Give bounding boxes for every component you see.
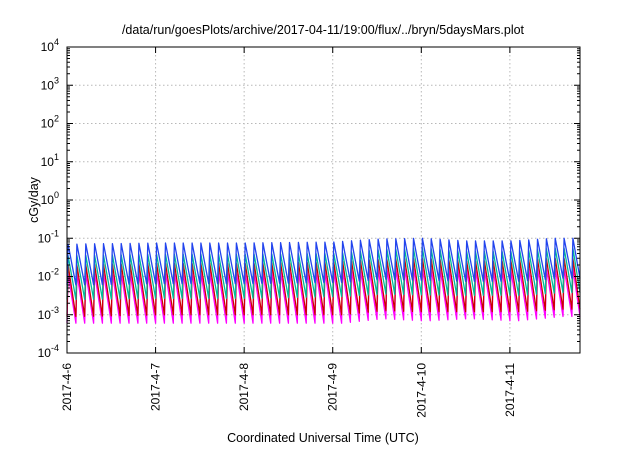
y-tick-exponent: 0 (54, 190, 59, 200)
series-layer (66, 237, 581, 324)
y-tick-label: 101 (41, 152, 59, 169)
y-tick-exponent: -2 (51, 267, 59, 277)
x-tick-label: 2017-4-6 (60, 363, 74, 411)
y-tick-exponent: 3 (54, 75, 59, 85)
y-tick-base: 10 (38, 270, 52, 284)
y-tick-label: 102 (41, 114, 59, 131)
y-tick-base: 10 (41, 78, 55, 92)
y-tick-base: 10 (41, 193, 55, 207)
series-line-4 (66, 237, 581, 286)
y-tick-exponent: 1 (54, 152, 59, 162)
x-tick-label: 2017-4-11 (503, 363, 517, 417)
x-axis-label: Coordinated Universal Time (UTC) (227, 431, 419, 445)
x-tick-label: 2017-4-7 (149, 363, 163, 411)
x-tick-label: 2017-4-10 (414, 363, 428, 418)
y-axis-label: cGy/day (27, 176, 41, 223)
y-tick-label: 10-3 (38, 305, 59, 322)
y-tick-exponent: -1 (51, 228, 59, 238)
y-tick-base: 10 (38, 346, 52, 360)
y-tick-exponent: 4 (54, 37, 59, 47)
y-tick-label: 104 (41, 37, 59, 54)
axis-ticks (66, 46, 580, 354)
y-tick-base: 10 (38, 308, 52, 322)
y-tick-exponent: -3 (51, 305, 59, 315)
y-tick-base: 10 (41, 40, 55, 54)
y-tick-exponent: -4 (51, 343, 59, 353)
y-tick-exponent: 2 (54, 114, 59, 124)
x-tick-label: 2017-4-9 (326, 363, 340, 411)
y-tick-label: 103 (41, 75, 59, 92)
y-tick-base: 10 (38, 231, 52, 245)
y-tick-base: 10 (41, 117, 55, 131)
y-tick-label: 10-1 (38, 228, 59, 245)
y-tick-base: 10 (41, 155, 55, 169)
y-tick-label: 100 (41, 190, 59, 207)
y-tick-label: 10-4 (38, 343, 59, 360)
x-tick-label: 2017-4-8 (237, 363, 251, 411)
chart-title: /data/run/goesPlots/archive/2017-04-11/1… (122, 23, 525, 37)
y-tick-label: 10-2 (38, 267, 59, 284)
